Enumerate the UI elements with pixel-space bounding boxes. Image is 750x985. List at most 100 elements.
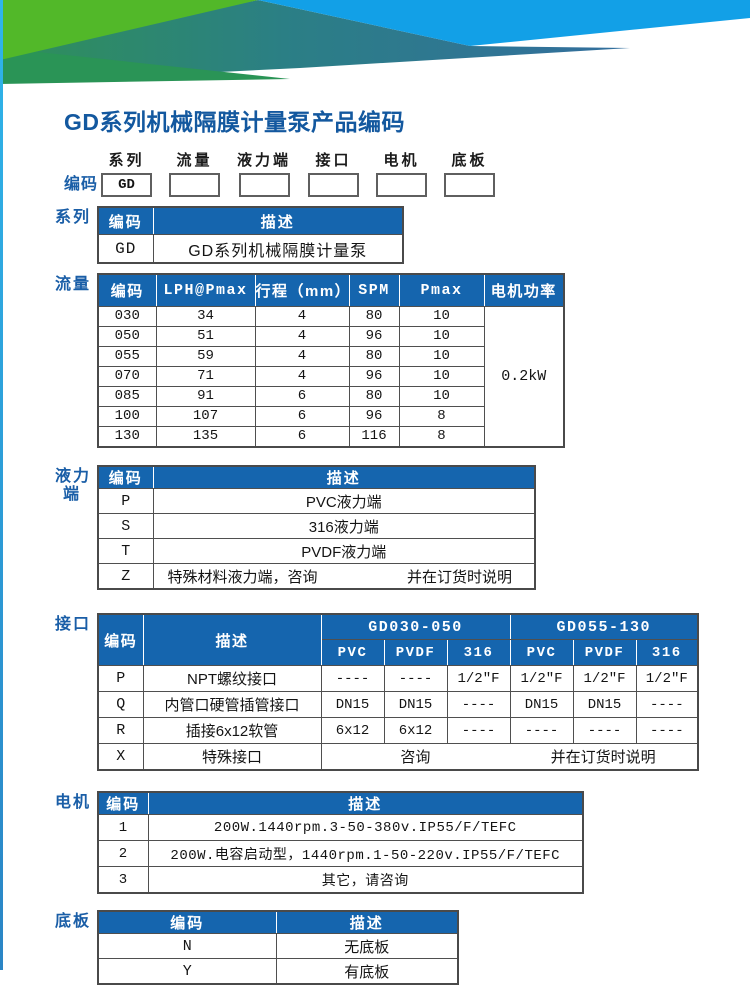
cell: 4 (254, 306, 350, 327)
cell: 10 (398, 366, 485, 387)
cell: 51 (155, 326, 256, 347)
desc-cell: 有底板 (275, 958, 459, 985)
column-header: 行程（mm） (254, 273, 350, 307)
label-line: 液力 (54, 468, 91, 485)
table-row: Y 有底板 (97, 958, 459, 985)
code-cell: 3 (97, 866, 149, 894)
code-slot-box (238, 173, 290, 197)
table-header-row: 编码 描述 (97, 910, 459, 934)
base-plate-section: 底板 编码 描述 N 无底板 Y 有底板 (0, 910, 750, 985)
table-header-row: 编码 描述 (97, 465, 536, 489)
cell: 91 (155, 386, 256, 407)
series-code-cell: GD (97, 234, 154, 264)
column-header: 编码 (97, 273, 157, 307)
cell: 80 (348, 306, 400, 327)
column-header: 编码 (97, 206, 154, 235)
code-slot-motor: 电机 (376, 149, 428, 197)
motor-section-label: 电机 (54, 794, 91, 811)
interface-section-label: 接口 (54, 616, 91, 633)
special-note-left: 咨询 (400, 749, 431, 766)
flow-section-label: 流量 (54, 276, 91, 293)
code-cell: Q (97, 691, 144, 718)
cell: 6 (254, 426, 350, 448)
cell: DN15 (509, 691, 574, 718)
table-row: S 316液力端 (97, 513, 536, 539)
table-header-row: 编码 描述 GD030-050 GD055-130 (97, 613, 699, 666)
code-slot-label: 系列 (108, 152, 145, 169)
group-header-gd055-130: GD055-130 (509, 613, 699, 640)
cell: 6x12 (383, 717, 448, 744)
code-slot-hydraulic-end: 液力端 (237, 149, 291, 197)
cell: 6x12 (320, 717, 385, 744)
motor-table: 编码 描述 1 200W.1440rpm.3-50-380v.IP55/F/TE… (97, 791, 584, 894)
code-cell: P (97, 488, 154, 514)
code-slot-interface: 接口 (308, 149, 360, 197)
code-slot-base-plate: 底板 (444, 149, 496, 197)
table-header-row: 编码 描述 (97, 791, 584, 815)
cell: 030 (97, 306, 157, 327)
cell: 4 (254, 326, 350, 347)
desc-cell: 200W.电容启动型，1440rpm.1-50-220v.IP55/F/TEFC (147, 840, 584, 867)
subcolumn-header: 316 (635, 639, 699, 666)
cell: 34 (155, 306, 256, 327)
cell: ---- (446, 691, 511, 718)
code-slot-series: 系列 GD (101, 149, 153, 197)
label-line: 端 (62, 486, 81, 504)
code-slot-box (444, 173, 496, 197)
code-cell: R (97, 717, 144, 744)
product-code-builder: 编码 系列 GD 流量 液力端 接口 电机 底板 (64, 149, 750, 197)
cell: ---- (635, 717, 699, 744)
table-row: 130 135 6 116 8 (97, 426, 564, 448)
cell: 10 (398, 386, 485, 407)
table-row: P PVC液力端 (97, 488, 536, 514)
special-note-right: 并在订货时说明 (550, 749, 656, 766)
page-title: GD系列机械隔膜计量泵产品编码 (64, 109, 405, 135)
series-section-label: 系列 (54, 209, 91, 226)
cell: 130 (97, 426, 157, 448)
special-desc-left: 特殊材料液力端，咨询 (167, 568, 318, 586)
code-slot-flow: 流量 (169, 149, 221, 197)
subcolumn-header: PVC (509, 639, 574, 666)
code-slot-label: 流量 (176, 152, 213, 169)
subcolumn-header: 316 (446, 639, 511, 666)
subcolumn-header: PVDF (572, 639, 637, 666)
desc-cell: 316液力端 (152, 513, 536, 539)
motor-power-cell: 0.2kW (483, 306, 565, 448)
series-section: 系列 编码 描述 GD GD系列机械隔膜计量泵 (0, 206, 750, 264)
table-row: 1 200W.1440rpm.3-50-380v.IP55/F/TEFC (97, 814, 584, 841)
table-row: 3 其它，请咨询 (97, 866, 584, 894)
cell: 80 (348, 386, 400, 407)
cell: 135 (155, 426, 256, 448)
desc-cell: 特殊材料液力端，咨询 并在订货时说明 (152, 563, 536, 590)
table-row: 2 200W.电容启动型，1440rpm.1-50-220v.IP55/F/TE… (97, 840, 584, 867)
cell: 050 (97, 326, 157, 347)
column-header: LPH@Pmax (155, 273, 256, 307)
table-row: 085 91 6 80 10 (97, 386, 564, 407)
cell: 085 (97, 386, 157, 407)
code-cell: N (97, 933, 277, 959)
flow-section: 流量 编码 LPH@Pmax 行程（mm） SPM Pmax 电机功率 030 … (0, 273, 750, 448)
table-row: Z 特殊材料液力端，咨询 并在订货时说明 (97, 563, 536, 590)
cell: ---- (635, 691, 699, 718)
cell: 71 (155, 366, 256, 387)
base-plate-section-label: 底板 (54, 913, 91, 930)
special-desc-right: 并在订货时说明 (406, 568, 512, 586)
cell: 055 (97, 346, 157, 367)
column-header: 编码 (97, 613, 144, 666)
cell: 59 (155, 346, 256, 367)
column-header: 编码 (97, 910, 277, 934)
table-row: Q 内管口硬管插管接口 DN15 DN15 ---- DN15 DN15 ---… (97, 691, 699, 718)
cell: 10 (398, 306, 485, 327)
column-header: 编码 (97, 791, 149, 815)
code-slot-box: GD (101, 173, 153, 197)
cell: 116 (348, 426, 400, 448)
hydraulic-end-table: 编码 描述 P PVC液力端 S 316液力端 T PVDF液力端 Z 特殊材料… (97, 465, 536, 590)
series-desc-cell: GD系列机械隔膜计量泵 (152, 234, 404, 264)
desc-cell: 插接6x12软管 (142, 717, 322, 744)
column-header: 描述 (152, 465, 536, 489)
code-slot-box (308, 173, 360, 197)
code-slot-label: 液力端 (237, 152, 292, 169)
code-cell: 2 (97, 840, 149, 867)
column-header: 描述 (152, 206, 404, 235)
subcolumn-header: PVDF (383, 639, 448, 666)
